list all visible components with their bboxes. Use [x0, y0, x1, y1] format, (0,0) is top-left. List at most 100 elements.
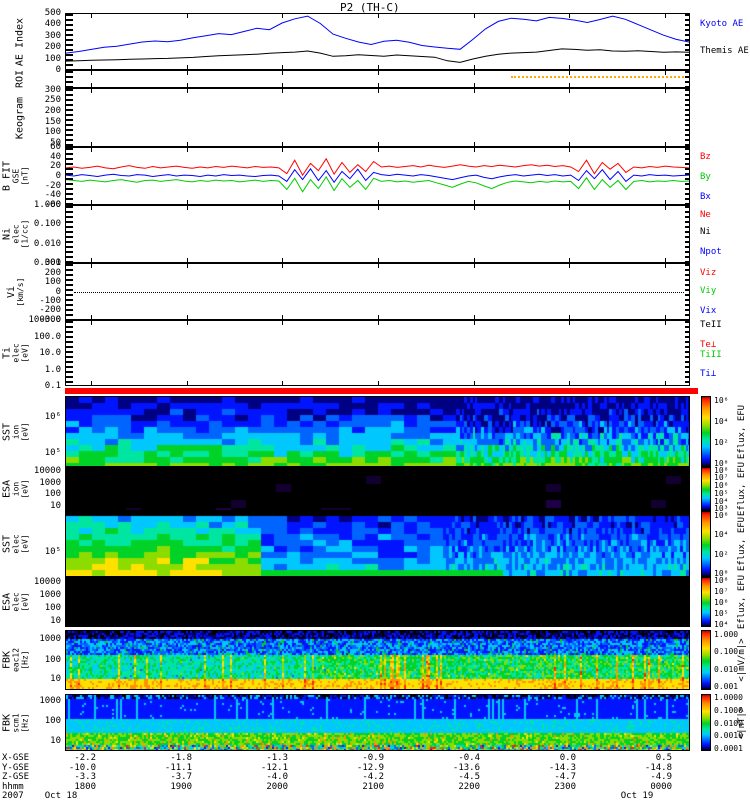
colorbar-tick: 0.1000 — [714, 706, 743, 715]
xaxis-value: -0.9 — [362, 753, 384, 763]
colorbar-unit: Eflux, EFU — [737, 516, 747, 572]
x-tick — [665, 206, 666, 210]
panel-vi — [65, 263, 690, 320]
ylabel-bfit: B FIT GSE [nT] — [2, 161, 30, 191]
x-tick — [474, 83, 475, 87]
x-tick — [569, 381, 570, 385]
x-tick — [187, 65, 188, 69]
x-tick — [91, 315, 92, 319]
x-tick — [91, 83, 92, 87]
ytick-bfit: 40 — [50, 152, 61, 162]
ylabel-line: Ni — [1, 227, 13, 241]
legend-ne: Ne — [700, 210, 711, 220]
ytick-bfit: 20 — [50, 161, 61, 171]
colorbar-tick: 0.001 — [714, 682, 739, 691]
colorbar-tick: 10³ — [714, 504, 729, 513]
x-tick — [91, 65, 92, 69]
legend-teii: TeII — [700, 320, 722, 330]
xaxis-value: 1800 — [74, 781, 96, 792]
x-tick — [91, 89, 92, 93]
ytick-esa_elec: 1000 — [39, 590, 61, 600]
x-tick — [282, 148, 283, 152]
x-tick — [91, 142, 92, 146]
minor-ticks-left — [66, 321, 73, 385]
colorbar-tick: 10⁴ — [714, 620, 729, 629]
ylabel-line: [km/s] — [16, 277, 25, 306]
legend-ni: Ni — [700, 227, 711, 237]
legend-viz: Viz — [700, 268, 717, 278]
ylabel-line: [eV] — [20, 592, 30, 612]
xaxis-value: -2.2 — [74, 753, 96, 763]
x-tick — [91, 14, 92, 18]
x-tick — [378, 83, 379, 87]
ylabel-vi: Vi [km/s] — [6, 277, 25, 306]
xaxis-row-label: Z-GSE — [2, 772, 30, 782]
ylabel-line: ion — [11, 481, 21, 497]
line-chart-ae — [66, 15, 689, 63]
series-bz — [66, 157, 689, 177]
colorbar-tick: 10⁶ — [714, 396, 729, 405]
panel-ti — [65, 320, 690, 386]
ytick-bfit: 0 — [55, 171, 61, 181]
ytick-vi: -300 — [39, 315, 61, 325]
ylabel-fbk1: FBK eac12 [Hz] — [2, 647, 30, 673]
xaxis-value: -10.0 — [68, 762, 96, 773]
ytick-fbk2: 10 — [50, 736, 61, 746]
xaxis-value: -4.0 — [266, 772, 288, 782]
xaxis-value: -14.8 — [644, 762, 672, 773]
minor-ticks-left — [66, 206, 73, 262]
x-tick — [569, 14, 570, 18]
roi-flag-line — [511, 75, 687, 78]
ylabel-line: [eV] — [20, 534, 30, 554]
panel-roi — [65, 70, 690, 88]
colorbar-tick: 10⁴ — [714, 497, 729, 506]
legend-tiii: TiII — [700, 350, 722, 360]
ylabel-sst_elec: SST elec [eV] — [2, 534, 30, 554]
xaxis-value: -12.9 — [356, 762, 384, 773]
xaxis-value: 2300 — [554, 781, 576, 792]
xaxis-value: -13.6 — [452, 762, 480, 773]
ytick-ae: 0 — [55, 65, 61, 75]
colorbar-tick: 10⁵ — [714, 489, 729, 498]
colorbar-tick: 10² — [714, 438, 729, 447]
x-tick — [282, 258, 283, 262]
ytick-esa_ion: 1000 — [39, 478, 61, 488]
x-tick — [474, 14, 475, 18]
panel-keogram — [65, 88, 690, 147]
x-tick — [474, 381, 475, 385]
xaxis-value: -3.3 — [74, 772, 96, 782]
xaxis-value: -1.8 — [170, 753, 192, 763]
ylabel-line: GSE — [11, 168, 21, 184]
ylabel-line: scm1 — [11, 712, 21, 733]
x-tick — [474, 71, 475, 75]
ytick-ti: 1.0 — [44, 365, 61, 375]
x-tick — [569, 65, 570, 69]
x-tick — [187, 321, 188, 325]
xaxis-value: -4.5 — [458, 772, 480, 782]
ylabel-line: eac12 — [11, 647, 21, 673]
ylabel-line: FBK — [1, 713, 13, 732]
series-by — [66, 175, 689, 193]
ytick-sst_elec: 10⁵ — [44, 547, 61, 557]
x-tick — [665, 65, 666, 69]
xaxis-row-label: hhmm — [2, 781, 24, 792]
x-tick — [665, 321, 666, 325]
x-tick — [187, 258, 188, 262]
ytick-esa_ion: 10 — [50, 501, 61, 511]
ytick-bfit: 60 — [50, 142, 61, 152]
x-tick — [187, 381, 188, 385]
xaxis-value: 2200 — [458, 781, 480, 792]
x-tick — [474, 258, 475, 262]
separator-bar — [65, 388, 698, 394]
series-bx — [66, 167, 689, 184]
colorbar-esa_ion — [701, 467, 711, 511]
x-tick — [569, 321, 570, 325]
ytick-keogram: 200 — [44, 106, 61, 116]
x-tick — [569, 83, 570, 87]
colorbar-unit: <|nT|> — [737, 706, 747, 739]
ytick-ti: 100.0 — [33, 332, 61, 342]
x-tick — [91, 206, 92, 210]
colorbar-tick: 10⁷ — [714, 587, 729, 596]
ytick-vi: 0 — [55, 287, 61, 297]
x-tick — [378, 321, 379, 325]
